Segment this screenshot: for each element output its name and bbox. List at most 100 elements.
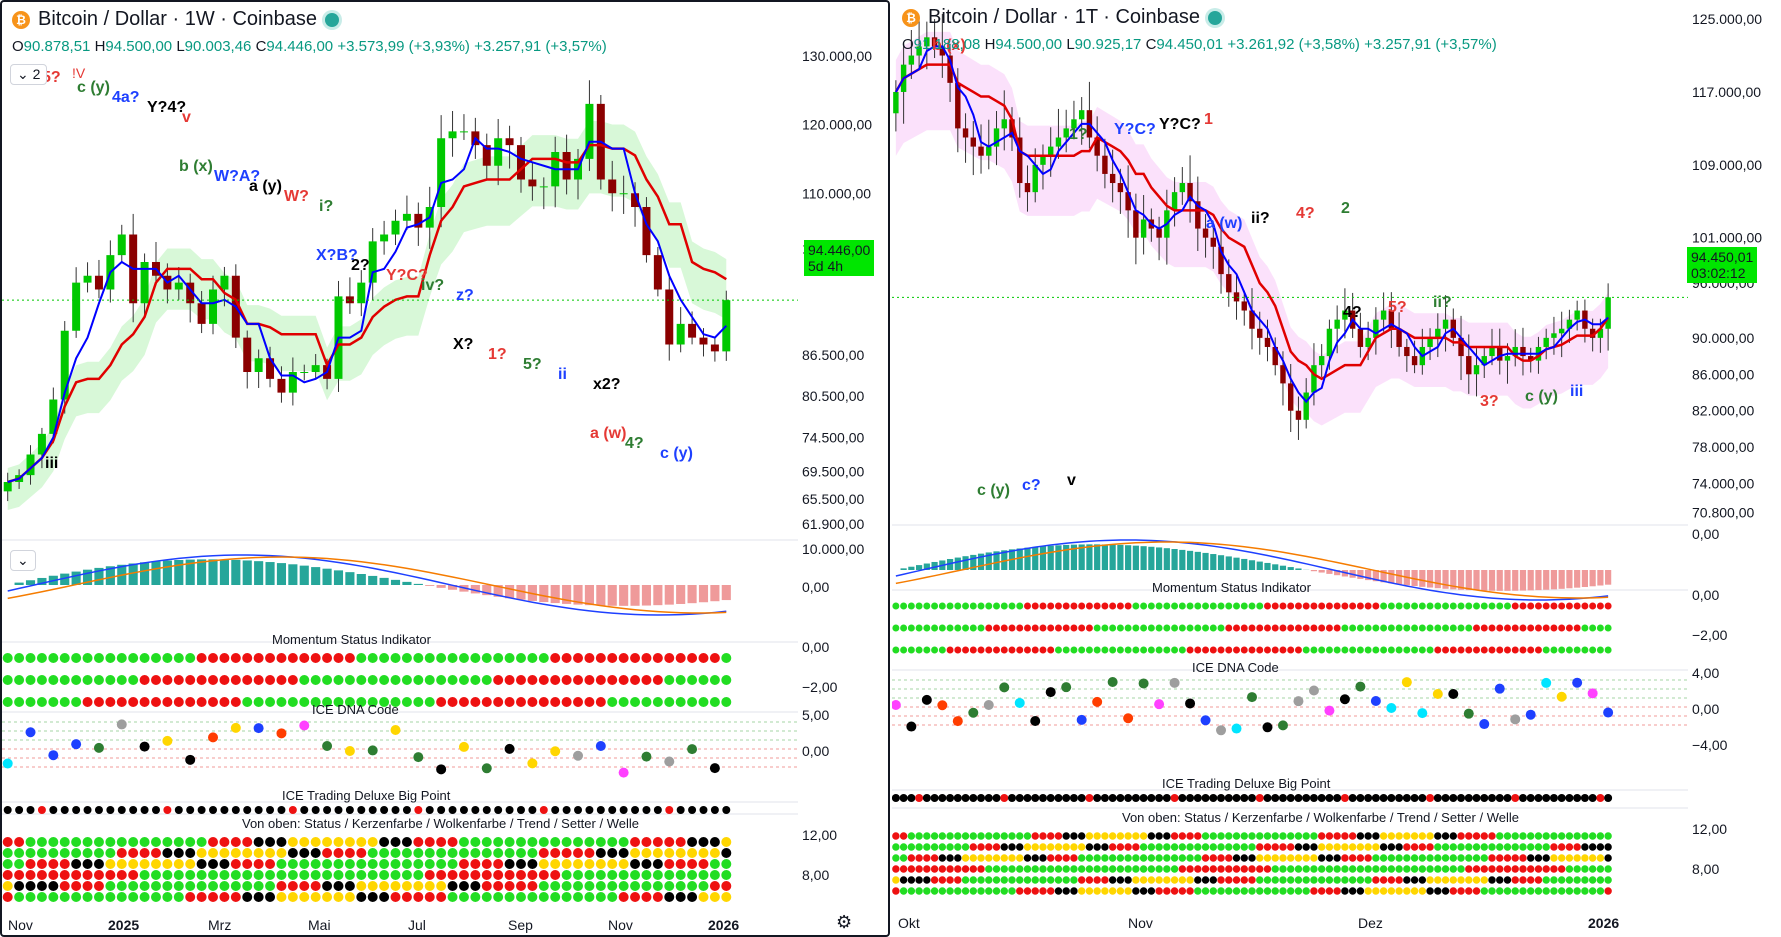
status-grid-dot — [1581, 876, 1589, 884]
dna-signal-dot — [1417, 708, 1428, 719]
momentum-dot — [1279, 624, 1287, 632]
status-grid-dot — [1294, 865, 1303, 873]
elliott-wave-label: i? — [319, 198, 333, 215]
daily-chart-canvas[interactable]: 125.000,00117.000,00109.000,00101.000,00… — [892, 0, 1781, 937]
macd-histogram-bar — [550, 585, 560, 604]
macd-histogram-bar — [1241, 558, 1248, 570]
status-grid-dot — [401, 870, 412, 880]
momentum-dot — [1147, 602, 1155, 610]
status-grid-dot — [1581, 865, 1589, 873]
status-grid-dot — [1170, 843, 1179, 851]
status-grid-dot — [1155, 843, 1163, 851]
status-grid-dot — [14, 892, 25, 902]
status-grid-dot — [310, 848, 321, 858]
candle-body — [1497, 346, 1503, 361]
weekly-symbol-title[interactable]: Bitcoin / Dollar · 1W · Coinbase — [38, 8, 317, 30]
status-grid-dot — [1163, 876, 1171, 884]
momentum-dot — [1372, 646, 1380, 654]
status-grid-dot — [709, 837, 720, 847]
alert-badge[interactable]: !V — [66, 64, 92, 82]
candle-body — [908, 55, 915, 65]
big-point-dot — [277, 806, 286, 814]
elliott-wave-label: 5? — [523, 356, 542, 373]
collapse-indicators-button[interactable]: ⌄ 2 — [10, 64, 48, 85]
status-grid-dot — [618, 848, 629, 858]
price-axis-tick-label: 90.000,00 — [1692, 330, 1754, 346]
momentum-dot — [128, 653, 139, 663]
momentum-dot — [1364, 624, 1372, 632]
momentum-dot — [1604, 624, 1612, 632]
candle-body — [1179, 183, 1186, 193]
status-grid-dot — [1519, 832, 1527, 840]
status-grid-dot — [977, 876, 985, 884]
momentum-dot — [1596, 624, 1604, 632]
momentum-dot — [105, 675, 116, 685]
weekly-chart-canvas[interactable]: 130.000,00120.000,00110.000,00102.000,00… — [2, 2, 890, 937]
status-grid-dot — [1395, 843, 1403, 851]
candle-body — [1109, 173, 1116, 184]
status-grid-dot — [1170, 832, 1179, 840]
big-point-dot — [1526, 794, 1535, 802]
momentum-dot — [1465, 646, 1473, 654]
momentum-dot — [1581, 602, 1589, 610]
momentum-dot — [1085, 602, 1093, 610]
momentum-dot — [630, 653, 641, 663]
elliott-wave-label: 1 — [1204, 111, 1213, 128]
status-grid-dot — [25, 870, 36, 880]
status-grid-dot — [1124, 832, 1132, 840]
momentum-dot — [1047, 624, 1055, 632]
momentum-dot — [1217, 624, 1225, 632]
elliott-wave-label: v — [1067, 472, 1076, 489]
big-point-dot — [1418, 794, 1427, 802]
time-axis-label: Okt — [898, 915, 920, 931]
status-grid-dot — [1356, 887, 1365, 895]
status-grid-dot — [367, 870, 378, 880]
status-grid-dot — [1201, 854, 1210, 862]
collapse-pane-button[interactable]: ⌄ — [10, 550, 36, 571]
momentum-dot — [139, 675, 150, 685]
settings-gear-icon[interactable]: ⚙ — [836, 912, 853, 932]
daily-chart-panel[interactable]: 125.000,00 117.000,00 109.000,00 101.000,00… — [892, 0, 1781, 937]
status-grid-dot — [1604, 887, 1612, 895]
status-grid-dot — [48, 848, 59, 858]
momentum-dot — [1116, 602, 1124, 610]
status-grid-dot — [1503, 865, 1512, 873]
momentum-dot — [1163, 602, 1171, 610]
momentum-dot — [36, 697, 47, 707]
status-grid-dot — [709, 859, 720, 869]
dna-signal-dot — [48, 750, 59, 761]
elliott-wave-label: Y?C? — [386, 267, 428, 284]
momentum-dot — [1248, 602, 1256, 610]
momentum-dot — [310, 675, 321, 685]
macd-histogram-bar — [1318, 570, 1325, 573]
momentum-dot — [48, 675, 59, 685]
status-grid-dot — [242, 859, 253, 869]
dna-signal-dot — [299, 720, 310, 731]
candle-body — [516, 145, 525, 180]
momentum-dot — [208, 675, 219, 685]
status-grid-dot — [196, 848, 207, 858]
momentum-dot — [1155, 602, 1163, 610]
momentum-dot — [276, 675, 287, 685]
status-grid-dot — [105, 892, 116, 902]
daily-symbol-title[interactable]: Bitcoin / Dollar · 1T · Coinbase — [928, 6, 1200, 28]
momentum-dot — [1395, 602, 1403, 610]
weekly-chart-panel[interactable]: 130.000,00120.000,00110.000,00102.000,00… — [0, 0, 890, 937]
status-grid-dot — [1194, 887, 1202, 895]
status-grid-dot — [322, 892, 333, 902]
status-grid-dot — [162, 837, 173, 847]
elliott-wave-label: c (y) — [77, 79, 110, 96]
status-grid-dot — [992, 865, 1001, 873]
momentum-dot — [185, 697, 196, 707]
status-grid-dot — [1023, 876, 1032, 884]
price-axis-tick-label: 86.000,00 — [1692, 366, 1754, 382]
status-grid-dot — [299, 892, 310, 902]
macd-histogram-bar — [1426, 570, 1434, 588]
dna-signal-dot — [1076, 714, 1087, 725]
candle-body — [1024, 183, 1031, 193]
status-grid-dot — [1434, 832, 1442, 840]
momentum-dot — [938, 624, 946, 632]
momentum-dot — [527, 675, 538, 685]
macd-histogram-bar — [14, 582, 24, 585]
macd-histogram-bar — [1078, 544, 1085, 570]
